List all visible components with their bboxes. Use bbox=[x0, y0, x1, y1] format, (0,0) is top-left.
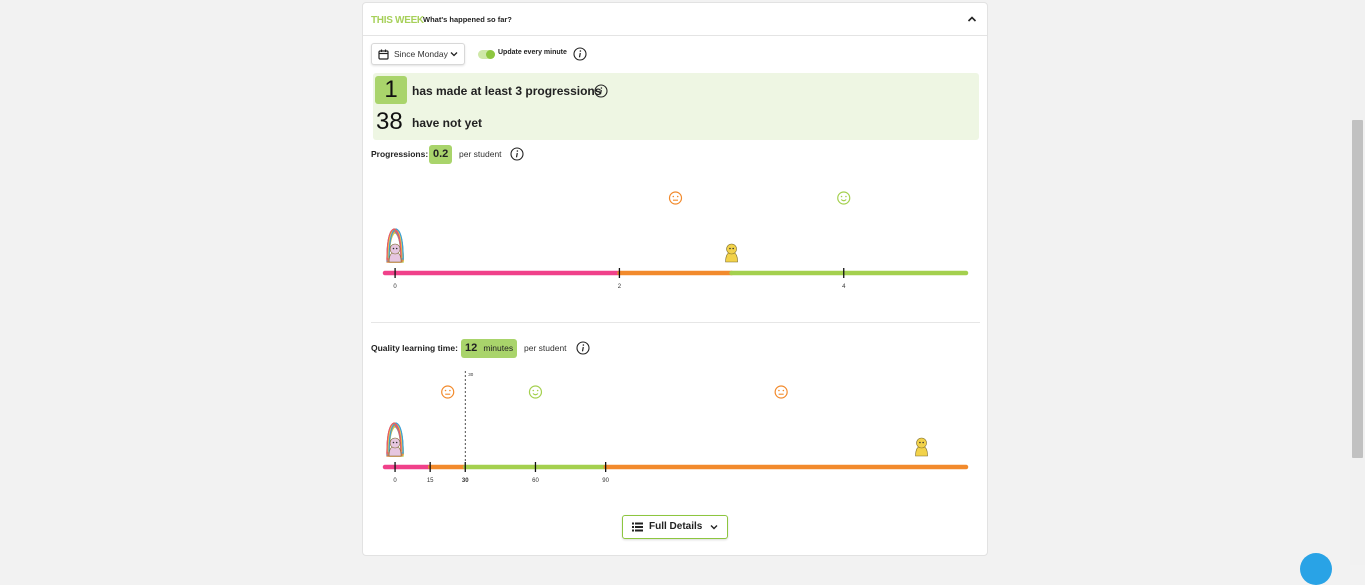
list-icon bbox=[632, 522, 643, 532]
card-subtitle: What's happened so far? bbox=[423, 15, 512, 24]
progressions-value: 0.2 bbox=[429, 145, 453, 164]
progressions-chart: 0 2 4 bbox=[382, 191, 969, 290]
chevron-up-icon[interactable] bbox=[965, 12, 979, 26]
pending-text: have not yet bbox=[412, 116, 483, 130]
scrollbar-thumb[interactable] bbox=[1352, 120, 1363, 458]
student-avatar bbox=[725, 243, 738, 263]
date-range-label: Since Monday bbox=[394, 49, 448, 59]
toggle-knob bbox=[486, 50, 495, 59]
progressions-unit: per student bbox=[459, 149, 502, 159]
progress-summary: 1 has made at least 3 progressions 38 ha… bbox=[373, 73, 979, 140]
quality-time-chart: 0 15 30 60 90 30 bbox=[382, 371, 969, 484]
tick-label: 2 bbox=[618, 284, 622, 290]
quality-time-label: Quality learning time: bbox=[371, 343, 458, 353]
quality-time-unit: per student bbox=[524, 343, 567, 353]
neutral-face-icon bbox=[774, 385, 788, 399]
progressions-label: Progressions: bbox=[371, 149, 429, 159]
info-icon[interactable] bbox=[576, 341, 590, 355]
auto-update-label: Update every minute bbox=[498, 49, 567, 56]
happy-face-icon bbox=[837, 191, 851, 205]
threshold-label: 30 bbox=[468, 372, 474, 377]
happy-face-icon bbox=[528, 385, 543, 399]
chevron-down-icon bbox=[450, 52, 458, 57]
card-title: THIS WEEK bbox=[371, 15, 424, 26]
tick-label: 30 bbox=[462, 478, 469, 484]
student-avatar-stack bbox=[386, 228, 404, 263]
student-avatar bbox=[388, 243, 402, 263]
neutral-face-icon bbox=[441, 385, 455, 399]
section-divider bbox=[371, 322, 980, 323]
page-scrollbar[interactable] bbox=[1350, 0, 1365, 565]
tick-label: 0 bbox=[393, 478, 397, 484]
full-details-label: Full Details bbox=[649, 521, 703, 532]
achieved-text: has made at least 3 progressions bbox=[412, 84, 602, 98]
student-avatar bbox=[915, 437, 928, 457]
help-chat-icon[interactable] bbox=[1300, 553, 1332, 585]
info-icon[interactable] bbox=[573, 47, 587, 61]
full-details-button[interactable]: Full Details bbox=[622, 515, 728, 539]
pending-count: 38 bbox=[376, 108, 403, 135]
tick-label: 0 bbox=[393, 284, 397, 290]
student-avatar-stack bbox=[386, 422, 404, 457]
tick-label: 15 bbox=[427, 478, 434, 484]
tick-label: 4 bbox=[842, 284, 846, 290]
info-icon[interactable] bbox=[510, 147, 524, 161]
quality-time-value: 12 minutes bbox=[461, 339, 518, 358]
calendar-icon bbox=[378, 49, 389, 60]
quality-time-value-unit: minutes bbox=[483, 343, 514, 353]
card-header[interactable]: THIS WEEK What's happened so far? bbox=[363, 3, 987, 36]
date-range-dropdown[interactable]: Since Monday bbox=[371, 43, 465, 65]
student-avatar bbox=[388, 437, 402, 457]
info-icon[interactable] bbox=[594, 84, 608, 98]
neutral-face-icon bbox=[668, 191, 683, 205]
auto-update-toggle[interactable] bbox=[478, 50, 495, 59]
quality-time-number: 12 bbox=[465, 342, 478, 354]
chevron-down-icon bbox=[710, 525, 718, 530]
this-week-card: THIS WEEK What's happened so far? Since … bbox=[362, 2, 988, 556]
tick-label: 90 bbox=[602, 478, 609, 484]
achieved-count: 1 bbox=[375, 76, 407, 104]
tick-label: 60 bbox=[532, 478, 539, 484]
